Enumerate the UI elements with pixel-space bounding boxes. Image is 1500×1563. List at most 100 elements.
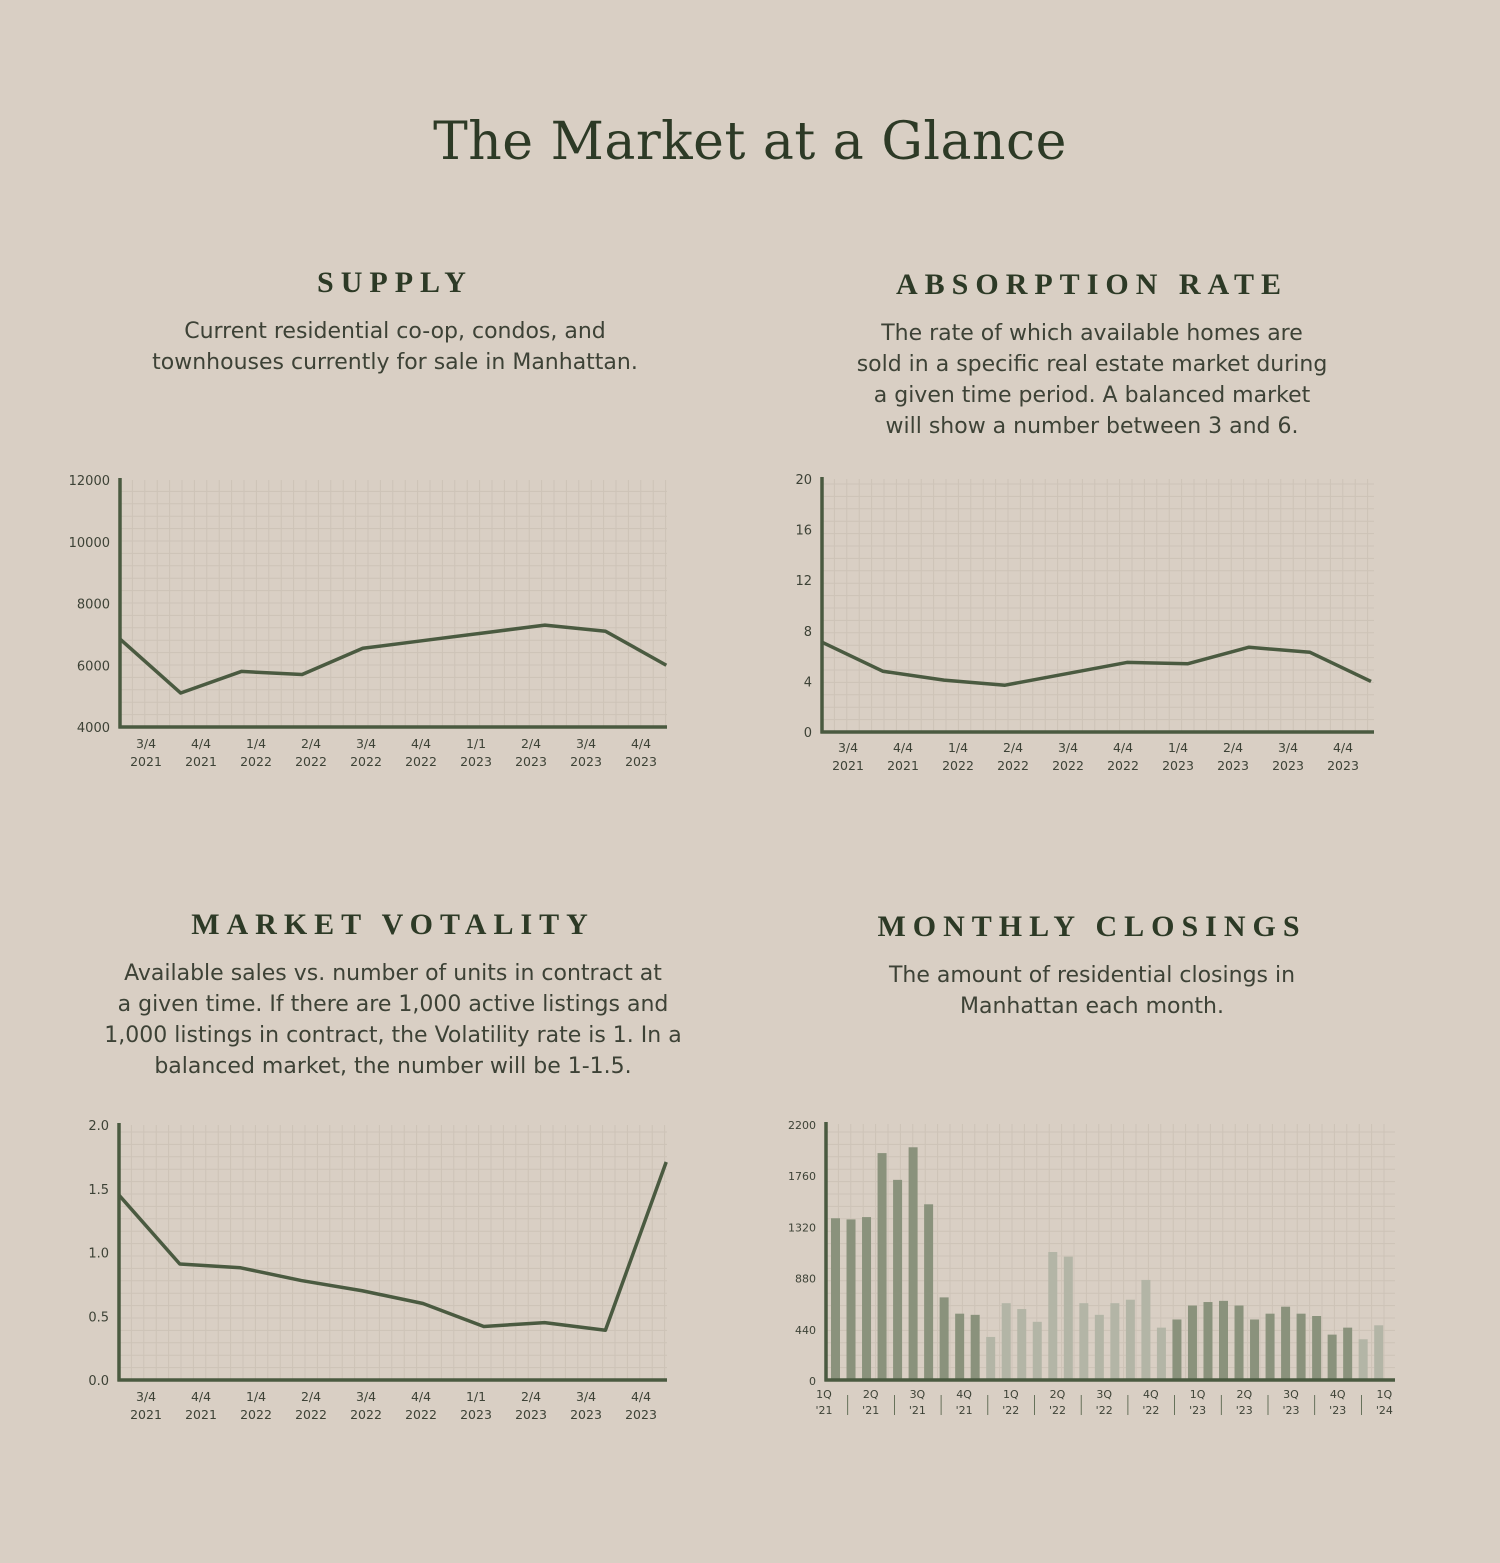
- bar: [1374, 1325, 1384, 1380]
- y-tick-label: 1.5: [88, 1183, 109, 1198]
- bar: [1219, 1300, 1228, 1380]
- bar: [1048, 1252, 1058, 1380]
- x-tick-label: 2023: [1272, 758, 1304, 773]
- bar: [893, 1179, 903, 1380]
- x-tick-label: 2022: [1107, 758, 1139, 773]
- bar: [1001, 1303, 1011, 1380]
- series-line: [118, 623, 668, 695]
- x-tick-label: 2023: [1327, 758, 1359, 773]
- bar: [1203, 1302, 1213, 1380]
- x-tick-label: 2023: [1217, 758, 1249, 773]
- y-tick-label: 1.0: [88, 1247, 109, 1262]
- bar: [908, 1147, 918, 1380]
- y-tick-label: 8000: [77, 598, 110, 613]
- x-tick-label: 2Q: [1050, 1388, 1066, 1401]
- supply-title: SUPPLY: [317, 266, 473, 299]
- grid: [821, 479, 1374, 733]
- bar: [1079, 1303, 1089, 1380]
- x-tick-label: 3Q: [1283, 1388, 1299, 1401]
- bar: [986, 1336, 996, 1380]
- x-tick-label: 2023: [1162, 758, 1194, 773]
- x-tick-label: 2023: [515, 754, 547, 769]
- x-tick-label: 3Q: [910, 1388, 926, 1401]
- y-tick-label: 0.5: [88, 1310, 109, 1325]
- x-tick-label: '22: [1142, 1404, 1159, 1417]
- series-line: [117, 1161, 668, 1333]
- supply-chart: 12000 10000 8000 6000 4000 3/4 2021 4/4 2021 1/4 2…: [69, 474, 668, 769]
- x-tick-label: 2/4: [521, 1389, 541, 1404]
- x-tick-label: 2022: [997, 758, 1029, 773]
- x-tick-label: '22: [1049, 1404, 1066, 1417]
- x-tick-label: 1/4: [948, 740, 968, 755]
- bar: [1234, 1305, 1244, 1380]
- absorption-title: ABSORPTION RATE: [896, 268, 1288, 301]
- x-tick-label: 2022: [350, 754, 382, 769]
- y-tick-label: 16: [795, 524, 812, 539]
- y-tick-label: 8: [804, 625, 812, 640]
- x-tick-label: 2023: [625, 754, 657, 769]
- y-tick-label: 2200: [788, 1119, 816, 1132]
- bar: [1125, 1299, 1135, 1380]
- x-tick-label: 3/4: [356, 1389, 376, 1404]
- x-tick-label: '21: [862, 1404, 879, 1417]
- bar: [970, 1314, 980, 1380]
- y-tick-label: 20: [795, 473, 812, 488]
- x-tick-label: 2/4: [521, 736, 541, 751]
- x-tick-label: 4Q: [956, 1388, 972, 1401]
- x-tick-label: 2023: [460, 754, 492, 769]
- volatility-description: Available sales vs. number of units in c…: [104, 961, 682, 1079]
- bar: [1187, 1305, 1197, 1380]
- y-tick-label: 0.0: [88, 1374, 109, 1389]
- x-tick-label: 3/4: [576, 736, 596, 751]
- y-tick-label: 0: [809, 1375, 816, 1388]
- x-tick-label: 4/4: [893, 740, 913, 755]
- x-tick-label: 3/4: [136, 736, 156, 751]
- bar: [1358, 1339, 1368, 1380]
- x-tick-label: 2022: [295, 754, 327, 769]
- bar: [1094, 1314, 1104, 1380]
- y-tick-label: 880: [795, 1273, 816, 1286]
- x-tick-label: 2023: [460, 1407, 492, 1422]
- x-tick-label: 2022: [240, 1407, 272, 1422]
- x-tick-label: 2021: [185, 754, 217, 769]
- y-tick-label: 10000: [69, 536, 110, 551]
- x-tick-label: 2021: [185, 1407, 217, 1422]
- y-tick-label: 12: [795, 574, 812, 589]
- bar: [1017, 1309, 1027, 1380]
- x-tick-label: 2022: [295, 1407, 327, 1422]
- x-tick-label: '23: [1189, 1404, 1206, 1417]
- x-tick-label: 3Q: [1096, 1388, 1112, 1401]
- absorption-chart: 20 16 12 8 4 0 3/4 2021 4/4 2021 1/4 2022 2/4 2022 3/4…: [795, 473, 1374, 773]
- x-tick-label: 4/4: [191, 736, 211, 751]
- y-tick-label: 440: [795, 1324, 816, 1337]
- bar: [1172, 1319, 1182, 1380]
- x-tick-label: 2/4: [301, 1389, 321, 1404]
- x-tick-label: 2/4: [301, 736, 321, 751]
- closings-section: MONTHLY CLOSINGS The amount of residenti…: [752, 910, 1432, 1022]
- x-tick-label: '24: [1376, 1404, 1393, 1417]
- bar: [1063, 1256, 1073, 1380]
- grid: [118, 1125, 667, 1381]
- x-tick-label: 4/4: [411, 1389, 431, 1404]
- x-tick-label: '22: [1096, 1404, 1113, 1417]
- volatility-title: MARKET VOTALITY: [191, 908, 595, 941]
- x-tick-label: 2021: [887, 758, 919, 773]
- x-tick-label: 2022: [350, 1407, 382, 1422]
- x-tick-label: 4/4: [631, 736, 651, 751]
- absorption-description: The rate of which available homes are so…: [856, 321, 1328, 439]
- bar: [1343, 1327, 1353, 1380]
- x-tick-label: 2022: [240, 754, 272, 769]
- x-tick-label: 2021: [130, 754, 162, 769]
- bar: [1327, 1334, 1337, 1380]
- x-tick-label: 3/4: [576, 1389, 596, 1404]
- grid: [119, 480, 667, 728]
- x-tick-label: 2/4: [1223, 740, 1243, 755]
- x-tick-label: 2/4: [1003, 740, 1023, 755]
- y-tick-label: 0: [804, 726, 812, 741]
- supply-section: SUPPLY Current residential co-op, condos…: [55, 266, 735, 378]
- x-tick-label: 1Q: [1003, 1388, 1019, 1401]
- y-tick-label: 4000: [77, 721, 110, 736]
- x-tick-label: 2021: [130, 1407, 162, 1422]
- x-tick-label: '23: [1236, 1404, 1253, 1417]
- x-tick-label: 1/4: [246, 736, 266, 751]
